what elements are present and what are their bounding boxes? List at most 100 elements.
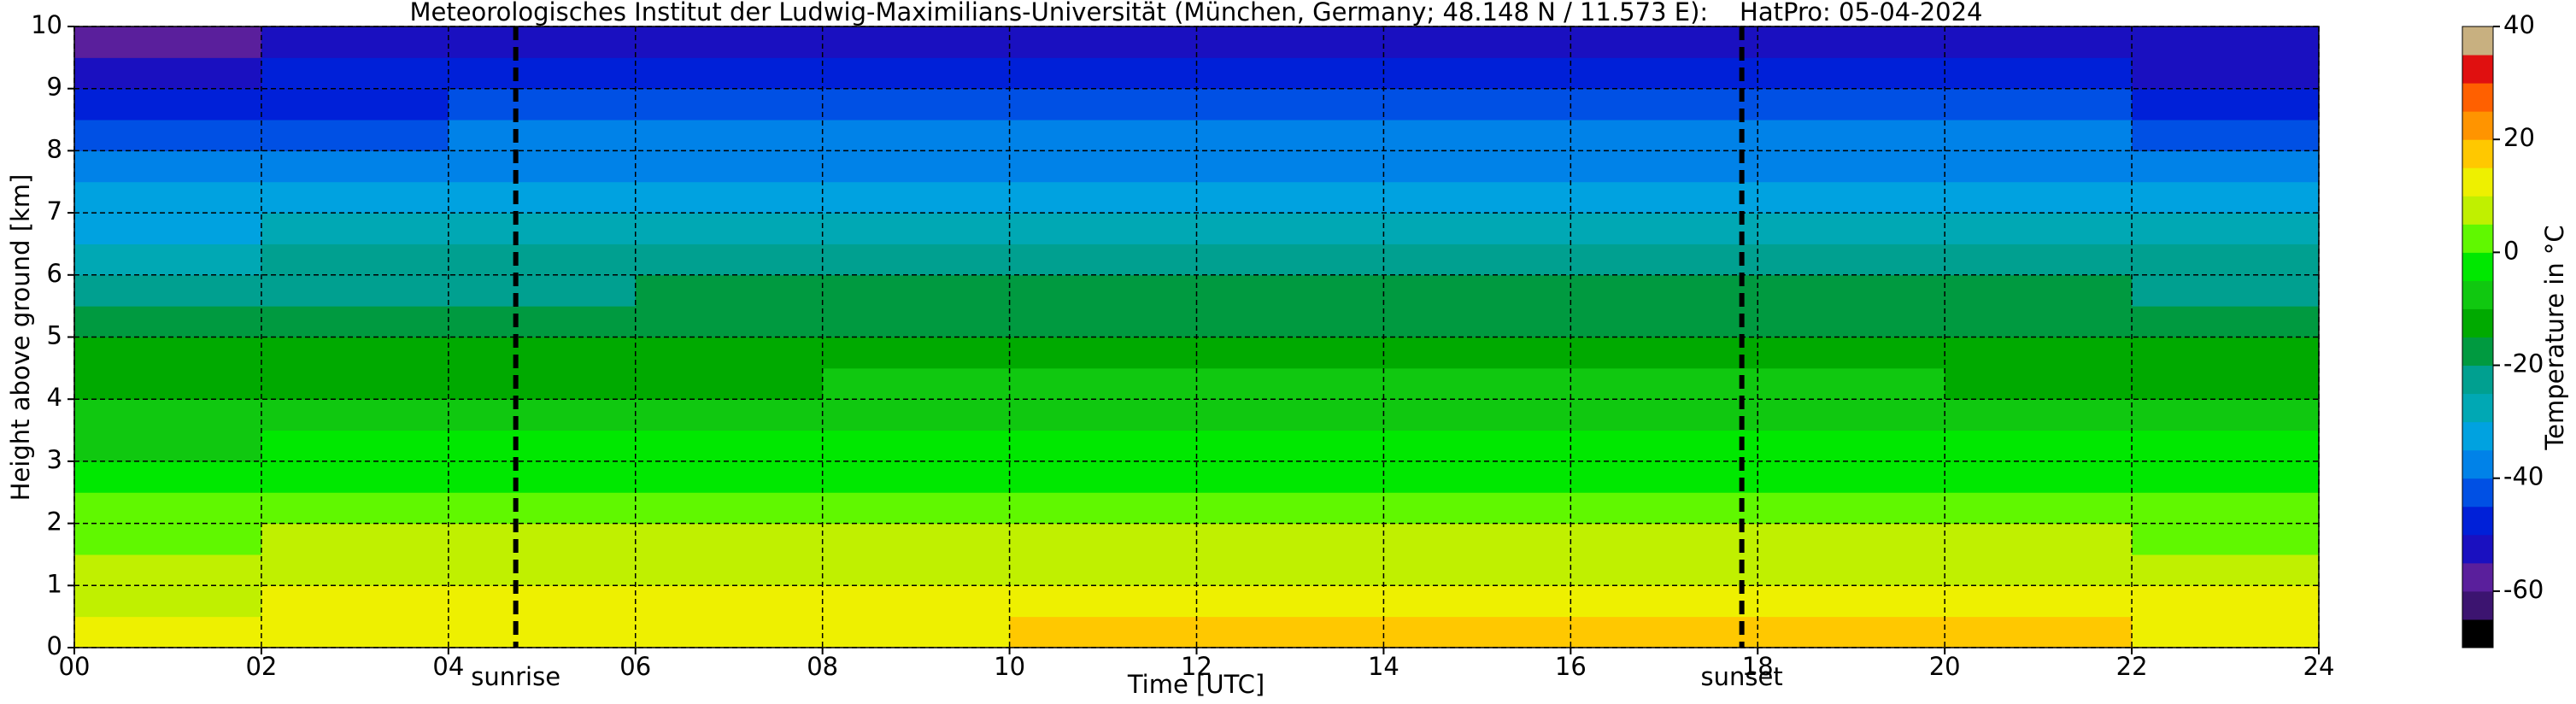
heatmap-cell	[635, 492, 824, 525]
heatmap-cell	[822, 243, 1011, 276]
heatmap-cell	[1383, 554, 1571, 586]
annotation-label: sunrise	[471, 662, 560, 691]
heatmap-cell	[1009, 585, 1197, 618]
heatmap-cell	[1383, 399, 1571, 431]
heatmap-cell	[261, 337, 449, 369]
heatmap-cell	[448, 274, 637, 307]
heatmap-cell	[1757, 337, 1945, 369]
heatmap-cell	[1570, 120, 1758, 151]
heatmap-cell	[1009, 430, 1197, 462]
colorbar-segment	[2462, 337, 2493, 367]
heatmap-cell	[261, 274, 449, 307]
heatmap-cell	[1757, 461, 1945, 493]
heatmap-cell	[1757, 150, 1945, 183]
heatmap-cell	[448, 88, 637, 120]
x-tick-label: 22	[2116, 652, 2148, 681]
heatmap-cell	[1757, 57, 1945, 90]
heatmap-cell	[74, 306, 262, 337]
heatmap-cell	[1009, 492, 1197, 525]
x-tick-label: 14	[1368, 652, 1399, 681]
heatmap-cell	[1945, 523, 2133, 555]
heatmap-cell	[2132, 430, 2320, 462]
heatmap-cell	[1945, 213, 2133, 244]
heatmap-cell	[1009, 399, 1197, 431]
heatmap-cell	[2132, 243, 2320, 276]
heatmap-cell	[1009, 367, 1197, 400]
x-axis-label: Time [UTC]	[1127, 670, 1265, 699]
colorbar-segment	[2462, 534, 2493, 564]
heatmap-cell	[1945, 367, 2133, 400]
colorbar-segment	[2462, 449, 2493, 479]
heatmap-cell	[2132, 367, 2320, 400]
heatmap-cell	[1383, 461, 1571, 493]
heatmap-cell	[261, 213, 449, 244]
heatmap-cell	[1570, 523, 1758, 555]
heatmap-cell	[1383, 88, 1571, 120]
heatmap-cell	[635, 430, 824, 462]
x-tick-label: 12	[1181, 652, 1212, 681]
colorbar-segment	[2462, 83, 2493, 112]
heatmap-cell	[261, 399, 449, 431]
colorbar-frame	[2462, 26, 2494, 648]
heatmap-cell	[74, 523, 262, 555]
heatmap-cell	[1009, 461, 1197, 493]
heatmap-cell	[1009, 181, 1197, 214]
y-tick-label: 4	[47, 383, 62, 412]
heatmap-cell	[448, 616, 637, 648]
heatmap-cell	[635, 213, 824, 244]
heatmap-cell	[448, 523, 637, 555]
heatmap-cell	[1383, 616, 1571, 648]
heatmap-cell	[261, 585, 449, 618]
heatmap-cell	[1383, 430, 1571, 462]
heatmap-cell	[2132, 120, 2320, 151]
colorbar-segment	[2462, 421, 2493, 451]
heatmap-cell	[448, 461, 637, 493]
heatmap-cell	[1196, 181, 1384, 214]
heatmap-cell	[635, 274, 824, 307]
heatmap-cell	[1570, 26, 1758, 58]
heatmap-cell	[1945, 585, 2133, 618]
heatmap-cell	[74, 150, 262, 183]
heatmap-cell	[1196, 26, 1384, 58]
y-tick-label: 6	[47, 259, 62, 288]
x-tick-label: 18	[1742, 652, 1774, 681]
heatmap-cell	[448, 181, 637, 214]
heatmap-cell	[1757, 523, 1945, 555]
heatmap-cell	[261, 181, 449, 214]
heatmap-cell	[1009, 88, 1197, 120]
heatmap-cell	[822, 337, 1011, 369]
heatmap-cell	[635, 181, 824, 214]
heatmap-cell	[2132, 585, 2320, 618]
heatmap-cell	[261, 88, 449, 120]
colorbar-tick-label: 40	[2503, 10, 2535, 39]
heatmap-cell	[1757, 616, 1945, 648]
heatmap-cell	[448, 26, 637, 58]
heatmap-cell	[822, 554, 1011, 586]
heatmap-cell	[261, 243, 449, 276]
heatmap-cell	[822, 492, 1011, 525]
x-tick-label: 00	[59, 652, 91, 681]
heatmap-cell	[261, 430, 449, 462]
heatmap-cell	[1383, 337, 1571, 369]
heatmap-cell	[74, 57, 262, 90]
heatmap-cell	[1570, 616, 1758, 648]
heatmap-cell	[822, 120, 1011, 151]
heatmap-cell	[448, 120, 637, 151]
heatmap-cell	[448, 430, 637, 462]
heatmap-cell	[1009, 274, 1197, 307]
heatmap-cell	[1757, 554, 1945, 586]
heatmap-cell	[1196, 306, 1384, 337]
colorbar-segment	[2462, 619, 2493, 648]
heatmap-cell	[1383, 306, 1571, 337]
heatmap-cell	[1196, 120, 1384, 151]
heatmap-cell	[635, 616, 824, 648]
heatmap-cell	[1570, 399, 1758, 431]
heatmap-cell	[1196, 337, 1384, 369]
colorbar-tick-label: 20	[2503, 123, 2535, 152]
heatmap-cell	[1383, 492, 1571, 525]
y-tick-label: 7	[47, 197, 62, 226]
heatmap-cell	[1570, 337, 1758, 369]
colorbar-segment	[2462, 26, 2493, 56]
colorbar-segment	[2462, 280, 2493, 309]
colorbar-tick-label: -60	[2503, 575, 2544, 604]
